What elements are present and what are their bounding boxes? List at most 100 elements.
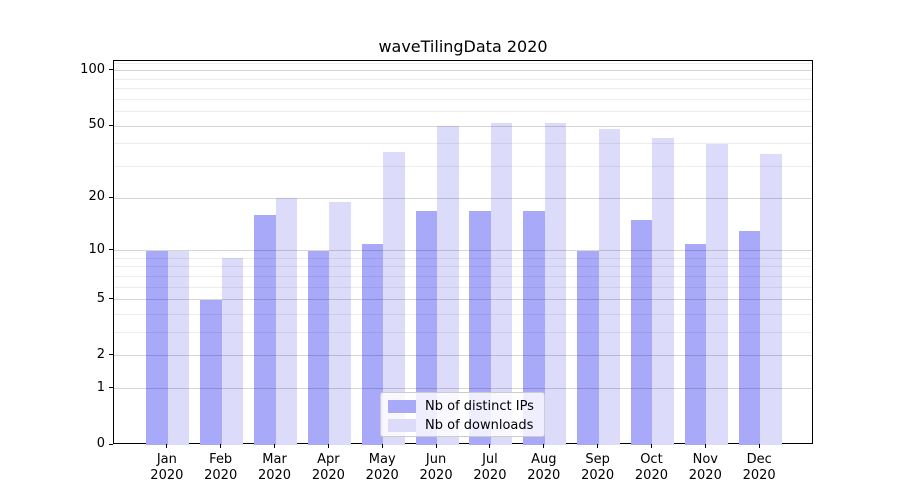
legend-swatch-1 bbox=[388, 419, 416, 432]
x-tick-mark bbox=[327, 444, 329, 448]
gridline-major bbox=[114, 388, 812, 390]
x-tick-label: May 2020 bbox=[350, 452, 414, 484]
y-tick-label: 2 bbox=[96, 346, 105, 362]
bar-distinct-ips bbox=[630, 220, 653, 445]
y-tick-mark bbox=[109, 196, 113, 198]
bar-distinct-ips bbox=[361, 243, 384, 445]
x-tick-label: Dec 2020 bbox=[727, 452, 791, 484]
gridline-minor bbox=[114, 257, 812, 259]
bar-distinct-ips bbox=[146, 250, 168, 445]
x-tick-label: Aug 2020 bbox=[512, 452, 576, 484]
x-tick-mark bbox=[758, 444, 760, 448]
bar-downloads bbox=[490, 123, 513, 445]
gridline-major bbox=[114, 125, 812, 127]
bar-downloads bbox=[437, 126, 459, 445]
bar-distinct-ips bbox=[684, 243, 707, 445]
x-tick-mark bbox=[650, 444, 652, 448]
bar-distinct-ips bbox=[200, 299, 222, 445]
bar-distinct-ips bbox=[254, 215, 276, 445]
bar-downloads bbox=[275, 198, 298, 445]
x-tick-label-year: 2020 bbox=[257, 468, 292, 483]
x-tick-mark bbox=[220, 444, 222, 448]
gridline-minor bbox=[114, 166, 812, 168]
x-tick-mark bbox=[704, 444, 706, 448]
y-tick-mark bbox=[109, 249, 113, 251]
bar-distinct-ips bbox=[307, 250, 330, 445]
bar-distinct-ips bbox=[738, 231, 761, 445]
y-tick-label: 0 bbox=[96, 436, 105, 451]
bar-downloads bbox=[167, 250, 190, 445]
bar-downloads bbox=[544, 123, 567, 445]
bar-downloads bbox=[706, 143, 728, 445]
gridline-minor bbox=[114, 266, 812, 268]
x-tick-mark bbox=[435, 444, 437, 448]
x-tick-label-year: 2020 bbox=[419, 468, 453, 483]
bar-distinct-ips bbox=[469, 210, 491, 445]
x-tick-mark bbox=[274, 444, 276, 448]
gridline-minor bbox=[114, 78, 812, 80]
x-tick-label: Mar 2020 bbox=[243, 452, 307, 484]
x-tick-label-year: 2020 bbox=[688, 468, 722, 483]
gridline-minor bbox=[114, 98, 812, 100]
y-tick-label: 100 bbox=[80, 61, 105, 77]
bar-downloads bbox=[329, 202, 351, 445]
gridline-minor bbox=[114, 143, 812, 145]
legend-label: Nb of distinct IPs bbox=[425, 399, 534, 414]
y-tick-mark bbox=[109, 124, 113, 126]
x-tick-label: Jun 2020 bbox=[404, 452, 468, 484]
legend-label: Nb of downloads bbox=[425, 418, 534, 433]
x-tick-mark bbox=[597, 444, 599, 448]
bar-downloads bbox=[383, 152, 405, 445]
gridline-major bbox=[114, 197, 812, 199]
x-tick-mark bbox=[381, 444, 383, 448]
x-tick-mark bbox=[166, 444, 168, 448]
gridline-minor bbox=[114, 88, 812, 90]
x-tick-label: Sep 2020 bbox=[566, 452, 630, 484]
bar-downloads bbox=[760, 154, 782, 445]
x-tick-label-year: 2020 bbox=[150, 468, 184, 483]
x-tick-label: Feb 2020 bbox=[189, 452, 253, 484]
plot-area bbox=[113, 60, 813, 445]
x-tick-label: Jul 2020 bbox=[458, 452, 522, 484]
gridline-minor bbox=[114, 286, 812, 288]
chart-title: waveTilingData 2020 bbox=[378, 37, 548, 56]
x-tick-label-year: 2020 bbox=[473, 468, 507, 483]
x-tick-label-year: 2020 bbox=[742, 468, 776, 483]
legend-item-downloads: Nb of downloads bbox=[388, 416, 538, 435]
y-tick-label: 5 bbox=[96, 290, 105, 306]
bar-distinct-ips bbox=[577, 250, 599, 445]
gridline-major bbox=[114, 299, 812, 301]
x-tick-label: Oct 2020 bbox=[619, 452, 683, 484]
y-tick-label: 20 bbox=[88, 189, 105, 205]
gridline-minor bbox=[114, 332, 812, 334]
gridline-minor bbox=[114, 275, 812, 277]
legend-swatch-0 bbox=[388, 400, 416, 413]
y-tick-mark bbox=[109, 443, 113, 445]
x-tick-label: Jan 2020 bbox=[135, 452, 199, 484]
gridline-major bbox=[114, 70, 812, 72]
gridline-major bbox=[114, 355, 812, 357]
gridline-minor bbox=[114, 314, 812, 315]
bar-distinct-ips bbox=[415, 210, 438, 445]
x-tick-mark bbox=[489, 444, 491, 448]
x-tick-label-year: 2020 bbox=[634, 468, 668, 483]
bar-downloads bbox=[598, 129, 621, 445]
legend-item-distinct-ips: Nb of distinct IPs bbox=[388, 397, 538, 416]
y-tick-mark bbox=[109, 69, 113, 71]
x-tick-label-year: 2020 bbox=[365, 468, 399, 483]
legend: Nb of distinct IPs Nb of downloads bbox=[380, 392, 545, 437]
bar-downloads bbox=[652, 138, 674, 445]
y-tick-mark bbox=[109, 298, 113, 300]
gridline-minor bbox=[114, 62, 812, 64]
x-tick-label-year: 2020 bbox=[311, 468, 345, 483]
x-tick-mark bbox=[543, 444, 545, 448]
x-tick-label-year: 2020 bbox=[527, 468, 561, 483]
y-tick-label: 50 bbox=[88, 117, 105, 133]
y-tick-mark bbox=[109, 387, 113, 389]
bar-distinct-ips bbox=[523, 210, 545, 445]
x-tick-label: Nov 2020 bbox=[673, 452, 737, 484]
bar-downloads bbox=[221, 258, 244, 445]
gridline-major bbox=[114, 250, 812, 252]
y-tick-label: 1 bbox=[96, 379, 105, 395]
